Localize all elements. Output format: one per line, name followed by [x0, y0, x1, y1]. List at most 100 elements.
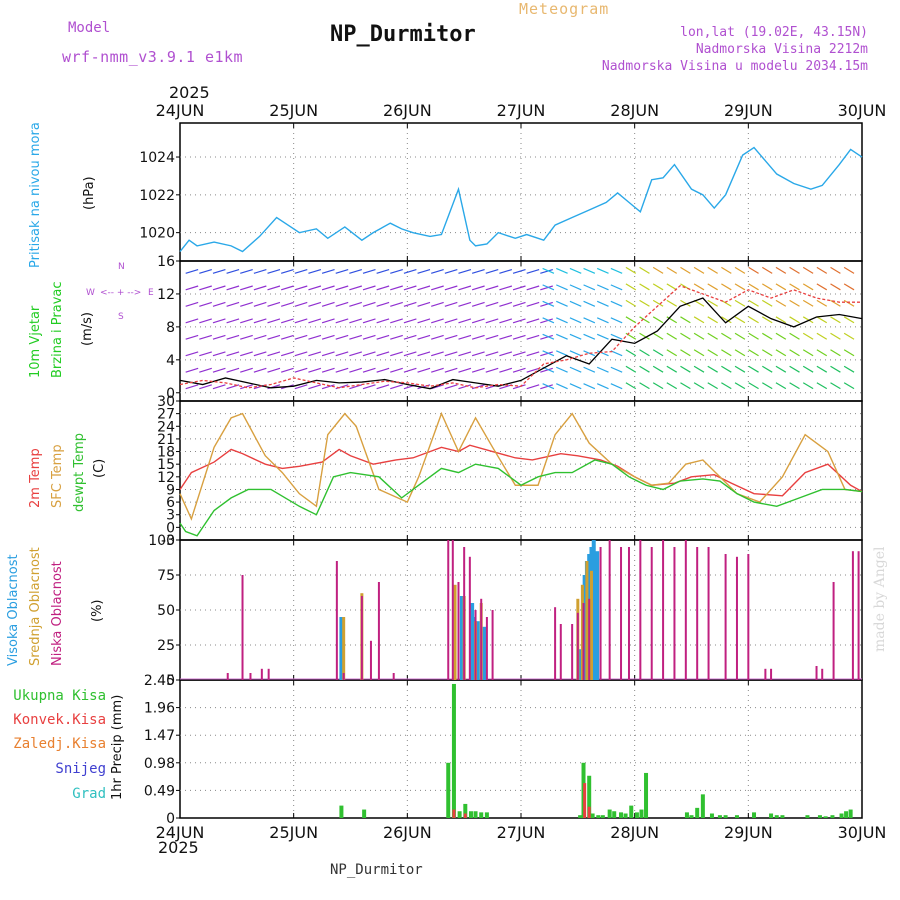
wind-barb — [540, 367, 553, 373]
wind-barb — [540, 384, 553, 390]
wind-barb — [802, 299, 814, 307]
low-cloud-bar — [491, 610, 494, 680]
wind-barb — [526, 301, 540, 307]
x-tick-top: 24JUN — [156, 101, 205, 120]
wind-barb — [748, 316, 759, 324]
wind-barb — [843, 316, 855, 324]
low-cloud-bar — [485, 617, 488, 680]
wind-barb — [458, 351, 472, 357]
wind-barb — [542, 267, 555, 274]
wind-barb — [240, 384, 253, 390]
low-cloud-bar — [815, 666, 818, 680]
wind-barb — [444, 268, 458, 274]
wind-barb — [556, 350, 568, 357]
wind-barb — [335, 268, 349, 274]
wind-barb — [199, 268, 212, 274]
total-precip-bar — [619, 812, 624, 818]
wind-barb — [417, 301, 431, 307]
total-precip-bar — [695, 807, 700, 818]
wind-barb — [267, 318, 281, 324]
total-precip-bar — [723, 815, 728, 818]
wind-barb — [526, 367, 540, 373]
wind-barb — [802, 349, 814, 357]
wind-barb — [816, 283, 828, 291]
wind-barb — [596, 366, 609, 373]
wind-barb — [789, 283, 800, 291]
wind-barb — [212, 384, 226, 390]
wind-barb — [775, 266, 787, 274]
precip-legend-3: Zaledj.Kisa — [13, 736, 106, 752]
wind-barb — [802, 266, 814, 274]
wind-barb — [748, 382, 759, 390]
wind-barb — [802, 382, 814, 390]
y-tick-label: 18 — [157, 445, 175, 461]
total-precip-bar — [473, 811, 478, 818]
y-tick-label: 2.45 — [144, 673, 175, 689]
wind-barb — [596, 383, 609, 390]
wind-barb — [569, 284, 582, 291]
wind-barb — [362, 285, 376, 291]
wind-barb — [280, 318, 294, 324]
wind-barb — [775, 316, 787, 324]
wind-barb — [707, 283, 718, 291]
wind-barb — [666, 316, 678, 324]
wind-barb — [308, 334, 322, 340]
wind-barb — [294, 268, 308, 274]
low-cloud-bar — [627, 547, 630, 680]
wind-barb — [349, 334, 363, 340]
wind-barb — [403, 301, 417, 307]
wind-barb — [267, 334, 281, 340]
wind-barb — [680, 299, 691, 307]
wind-barb — [403, 285, 417, 291]
wind-barb — [569, 383, 582, 390]
wind-barb — [556, 284, 568, 291]
wind-barb — [569, 333, 582, 340]
wind-barb — [830, 316, 841, 324]
low-cloud-bar — [447, 540, 450, 680]
wind-barb — [707, 266, 718, 274]
high-cloud-bar — [475, 621, 480, 680]
wind-barb — [775, 382, 787, 390]
wind-barb — [185, 334, 199, 340]
wind-barb — [458, 367, 472, 373]
low-cloud-bar — [747, 554, 750, 680]
wind-barb — [512, 268, 526, 274]
wind-barb — [596, 317, 609, 324]
low-cloud-bar — [696, 547, 699, 680]
low-cloud-bar — [673, 547, 676, 680]
wind-barb — [610, 350, 623, 357]
wind-barb — [321, 367, 335, 373]
wind-barb — [212, 351, 226, 357]
y-tick-label: 4 — [166, 353, 175, 369]
wind-barb — [802, 332, 814, 340]
low-cloud-bar — [392, 673, 395, 680]
total-precip-bar — [362, 809, 367, 818]
low-cloud-bar — [650, 547, 653, 680]
total-precip-bar — [587, 775, 592, 818]
low-cloud-bar — [639, 540, 642, 680]
wind-barb — [403, 334, 417, 340]
wind-barb — [321, 351, 335, 357]
wind-barb — [199, 318, 212, 324]
wind-barb — [390, 351, 403, 357]
low-cloud-bar — [241, 575, 244, 680]
wind-barb — [721, 299, 732, 307]
low-cloud-bar — [554, 607, 557, 680]
wind-barb — [802, 316, 814, 324]
y-tick-label: 1024 — [139, 150, 175, 166]
conv-precip-bar — [583, 783, 587, 818]
y-tick-label: 1020 — [139, 226, 175, 242]
y-tick-label: 12 — [157, 470, 175, 486]
y-tick-label: 0 — [166, 386, 175, 402]
low-cloud-bar — [662, 540, 665, 680]
wind-barb — [376, 318, 390, 324]
total-precip-bar — [780, 815, 785, 818]
wind-barb — [789, 316, 800, 324]
low-cloud-bar — [724, 554, 727, 680]
wind-barb — [707, 349, 718, 357]
wind-barb — [707, 382, 718, 390]
total-precip-bar — [339, 805, 344, 818]
wind-barb — [610, 284, 623, 291]
low-cloud-bar — [474, 610, 477, 680]
